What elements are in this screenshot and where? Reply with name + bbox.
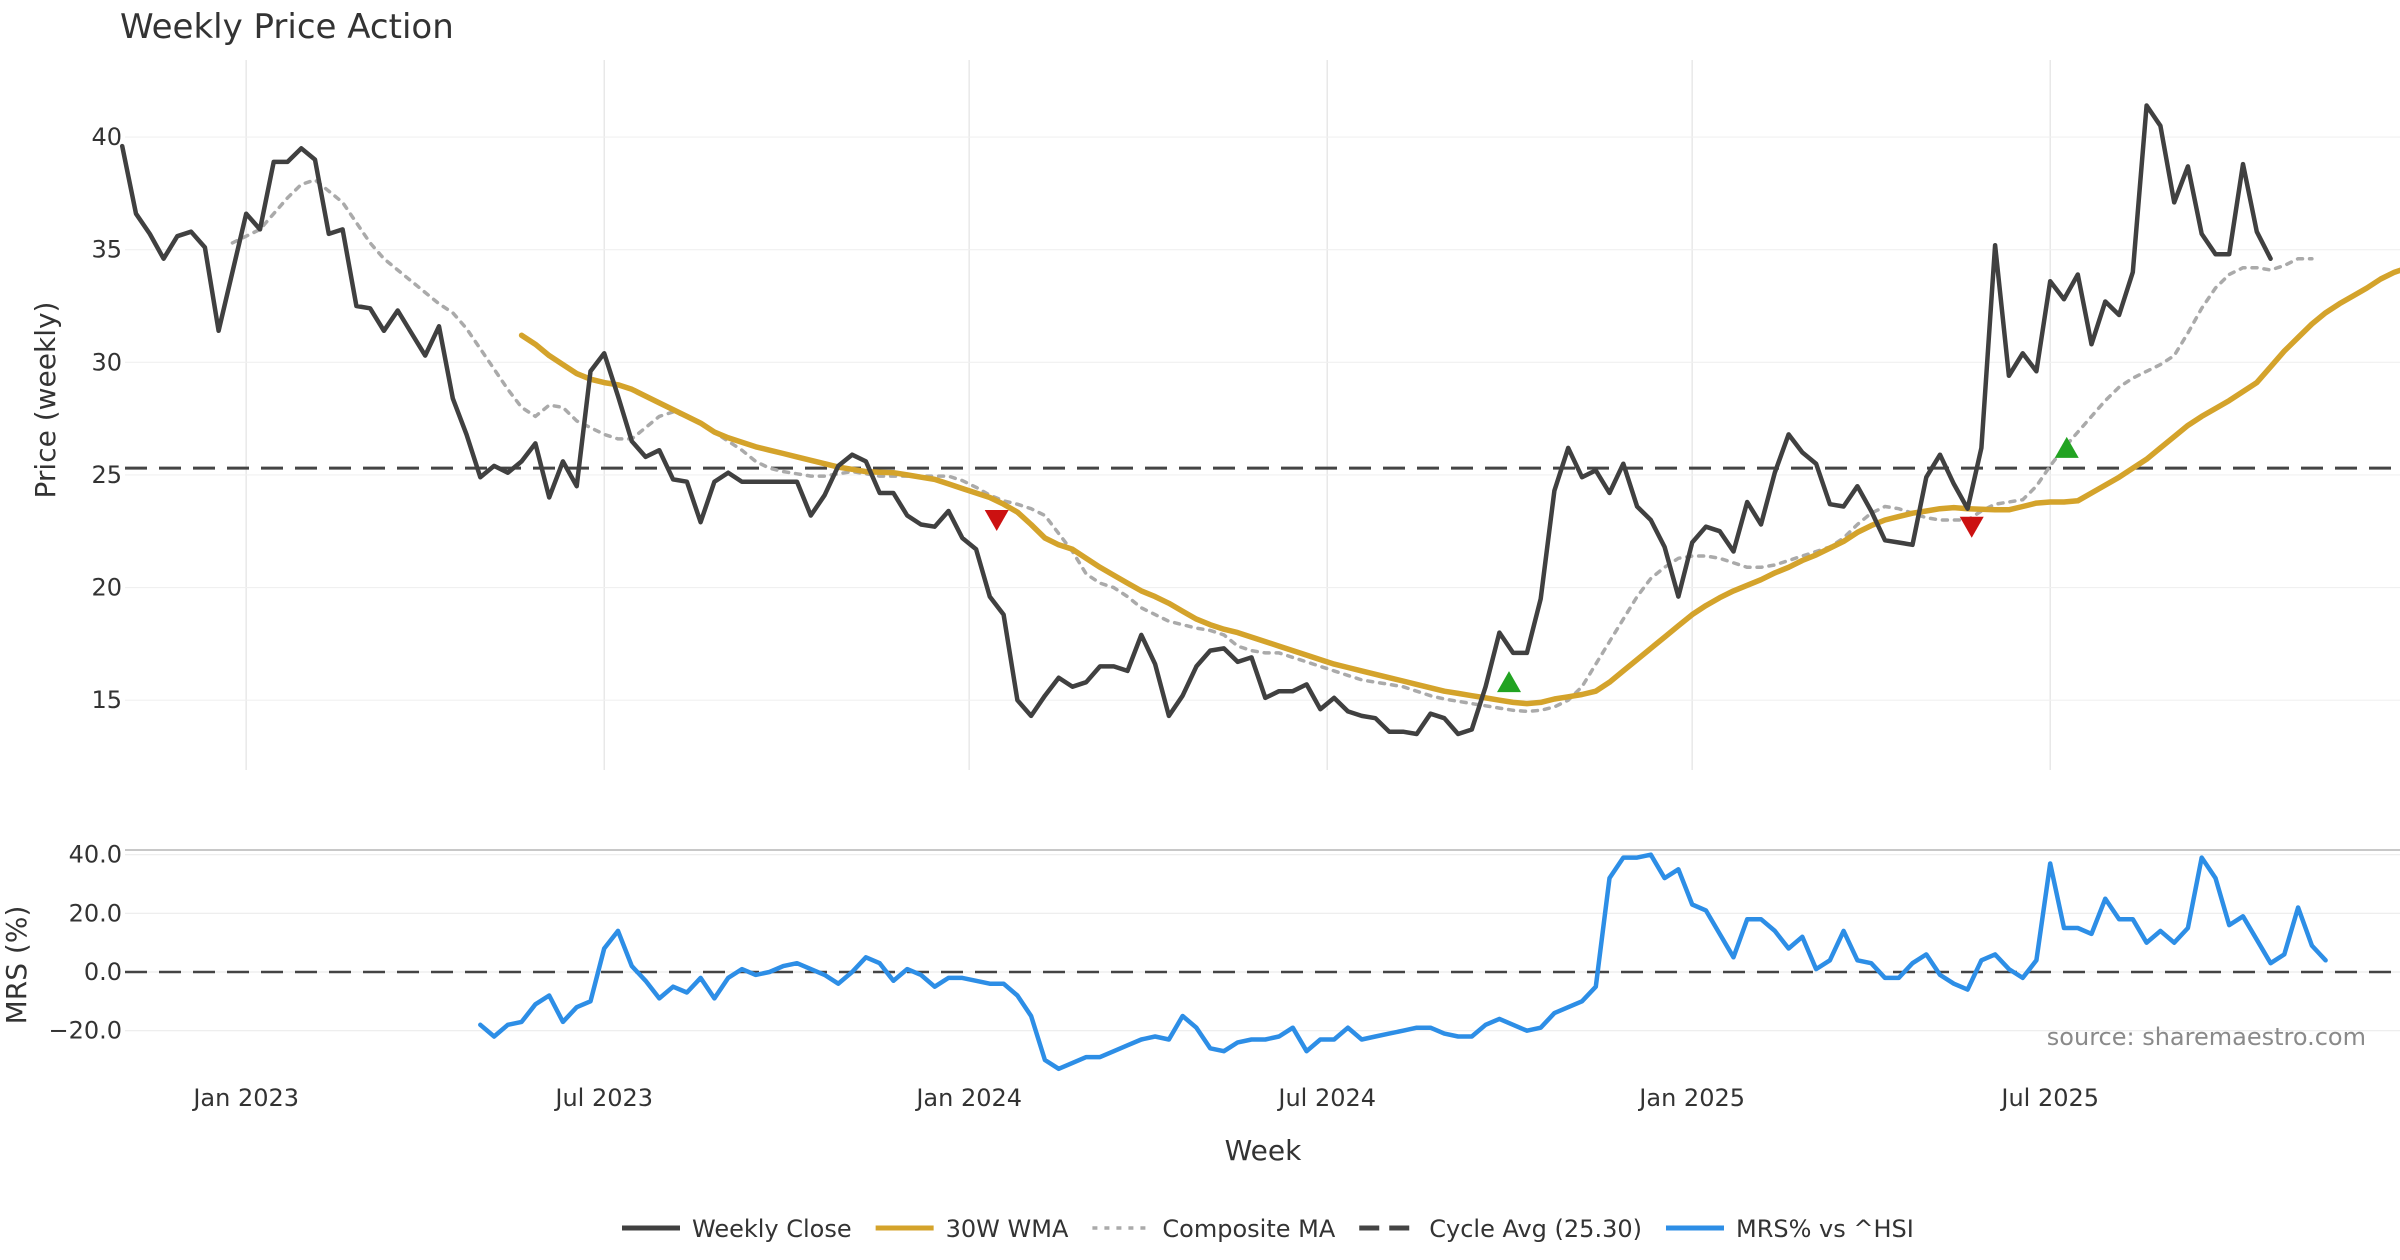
x-axis-title: Week: [1225, 1134, 1302, 1167]
sell-signal-marker: [1959, 516, 1984, 538]
mrs-y-tick-label: 0.0: [84, 958, 122, 986]
composite-ma-line: [230, 178, 2314, 714]
chart-title: Weekly Price Action: [120, 7, 454, 47]
price-y-tick-label: 15: [91, 686, 122, 714]
price-y-tick-label: 40: [91, 123, 122, 151]
legend: Weekly Close 30W WMA Composite MA Cycle Avg…: [622, 1215, 1914, 1243]
x-tick-label: Jul 2023: [553, 1084, 653, 1112]
legend-label: Composite MA: [1162, 1215, 1335, 1243]
price-y-tick-label: 30: [91, 348, 122, 376]
price-panel: [119, 103, 2400, 737]
price-y-axis-title: Price (weekly): [29, 302, 62, 499]
mrs-y-axis: 40.0 20.0 0.0 −20.0: [48, 841, 122, 1045]
mrs-panel: [125, 852, 2400, 1072]
price-y-axis: 15 20 25 30 35 40: [91, 123, 122, 714]
x-tick-label: Jul 2025: [1999, 1084, 2099, 1112]
legend-item-composite-ma: Composite MA: [1092, 1215, 1336, 1243]
mrs-y-tick-label: 20.0: [69, 899, 122, 927]
x-tick-label: Jan 2023: [191, 1084, 299, 1112]
30w-wma-line: [518, 267, 2400, 707]
price-y-tick-label: 25: [91, 461, 122, 489]
x-axis: Jan 2023 Jul 2023 Jan 2024 Jul 2024 Jan 2025…: [191, 1084, 2099, 1112]
legend-item-cycle-avg-25-30: Cycle Avg (25.30): [1359, 1215, 1642, 1243]
legend-item-mrs-vs-hsi: MRS% vs ^HSI: [1665, 1215, 1914, 1243]
legend-item-weekly-close: Weekly Close: [622, 1215, 852, 1243]
buy-signal-marker: [2054, 436, 2079, 458]
legend-item-30w-wma: 30W WMA: [875, 1215, 1069, 1243]
mrs-y-axis-title: MRS (%): [0, 906, 33, 1025]
price-y-tick-label: 20: [91, 574, 122, 602]
source-note: source: sharemaestro.com: [2047, 1023, 2366, 1051]
x-tick-label: Jan 2025: [1637, 1084, 1745, 1112]
legend-label: Weekly Close: [692, 1215, 852, 1243]
weekly-close-line: [119, 103, 2273, 737]
x-tick-label: Jul 2024: [1276, 1084, 1376, 1112]
x-tick-label: Jan 2024: [914, 1084, 1022, 1112]
mrs-line: [478, 852, 2328, 1072]
buy-signal-marker: [1497, 671, 1522, 693]
mrs-y-tick-label: −20.0: [48, 1017, 122, 1045]
sell-signal-marker: [984, 509, 1009, 531]
gridlines: [125, 60, 2400, 1032]
mrs-y-tick-label: 40.0: [69, 841, 122, 869]
legend-label: MRS% vs ^HSI: [1736, 1215, 1914, 1243]
legend-label: 30W WMA: [946, 1215, 1069, 1243]
price-y-tick-label: 35: [91, 236, 122, 264]
legend-label: Cycle Avg (25.30): [1429, 1215, 1642, 1243]
